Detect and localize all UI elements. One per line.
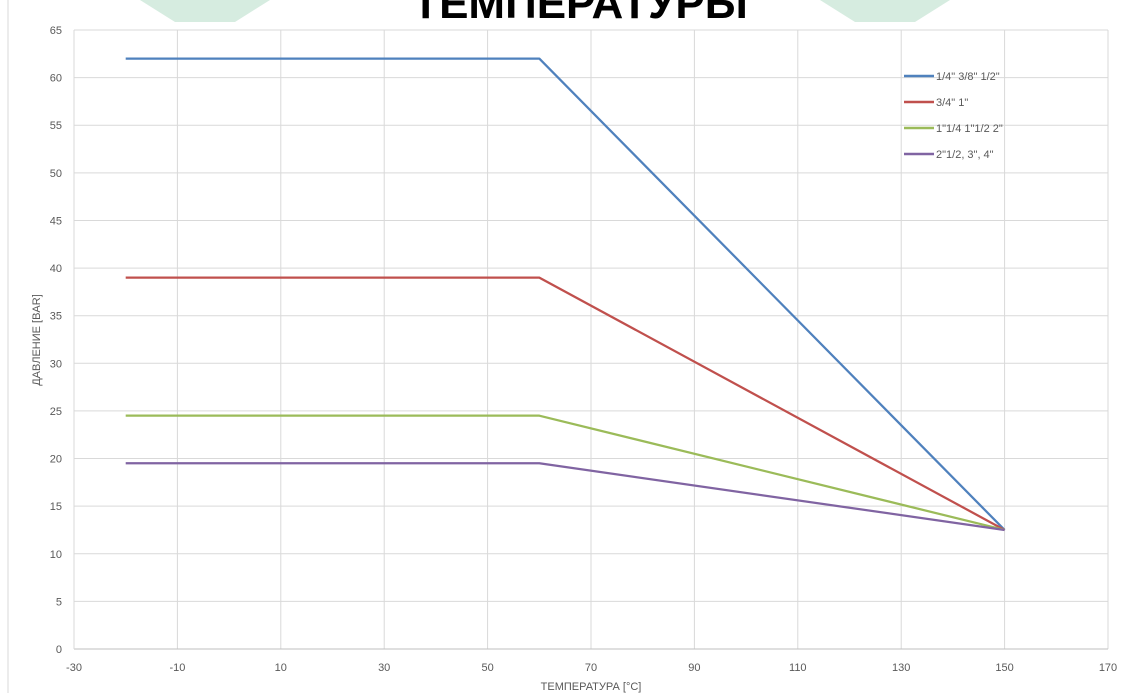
- banner-left-shape: [140, 0, 270, 22]
- y-tick-label: 65: [50, 25, 62, 37]
- gridlines: [74, 29, 1109, 649]
- x-tick-label: 150: [995, 662, 1013, 674]
- legend-label-2: 1"1/4 1"1/2 2": [936, 123, 1003, 135]
- y-tick-label: 55: [50, 120, 62, 132]
- y-tick-label: 50: [50, 168, 62, 180]
- x-tick-label: -30: [66, 662, 82, 674]
- x-tick-label: 10: [275, 662, 287, 674]
- legend: 1/4" 3/8" 1/2" 3/4" 1" 1"1/4 1"1/2 2" 2"1/2…: [904, 71, 1003, 161]
- y-tick-label: 10: [50, 549, 62, 561]
- x-tick-label: 30: [378, 662, 390, 674]
- y-tick-label: 35: [50, 311, 62, 323]
- x-tick-label: -10: [169, 662, 185, 674]
- y-tick-label: 40: [50, 263, 62, 275]
- series-lines: [125, 57, 1006, 532]
- x-tick-label: 90: [688, 662, 700, 674]
- legend-label-1: 3/4" 1": [936, 97, 968, 109]
- y-tick-label: 25: [50, 406, 62, 418]
- x-tick-label: 110: [789, 662, 807, 674]
- banner-right-shape: [820, 0, 950, 22]
- axes: [73, 30, 1108, 650]
- x-axis-title: ТЕМПЕРАТУРА [°C]: [541, 681, 642, 693]
- y-tick-label: 0: [56, 644, 62, 656]
- x-tick-label: 130: [892, 662, 910, 674]
- banner-title: ТЕМПЕРАТУРЫ: [412, 0, 748, 28]
- legend-label-3: 2"1/2, 3", 4": [936, 149, 994, 161]
- series-line-0: [125, 57, 1006, 531]
- x-tick-label: 50: [481, 662, 493, 674]
- series-line-1: [125, 276, 1006, 531]
- y-tick-label: 15: [50, 501, 62, 513]
- series-line-3: [125, 462, 1005, 532]
- y-tick-label: 45: [50, 215, 62, 227]
- x-tick-labels: -30 -10 10 30 50 70 90 110 130 150 170: [66, 662, 1117, 674]
- y-axis-title: ДАВЛЕНИЕ [BAR]: [31, 294, 43, 386]
- series-line-2: [125, 414, 1005, 532]
- y-tick-label: 5: [56, 596, 62, 608]
- y-tick-label: 20: [50, 454, 62, 466]
- y-tick-labels: 0 5 10 15 20 25 30 35 40 45 50 55 60 65: [50, 25, 62, 656]
- x-tick-label: 170: [1099, 662, 1117, 674]
- legend-label-0: 1/4" 3/8" 1/2": [936, 71, 1000, 83]
- y-tick-label: 30: [50, 358, 62, 370]
- x-tick-label: 70: [585, 662, 597, 674]
- y-tick-label: 60: [50, 73, 62, 85]
